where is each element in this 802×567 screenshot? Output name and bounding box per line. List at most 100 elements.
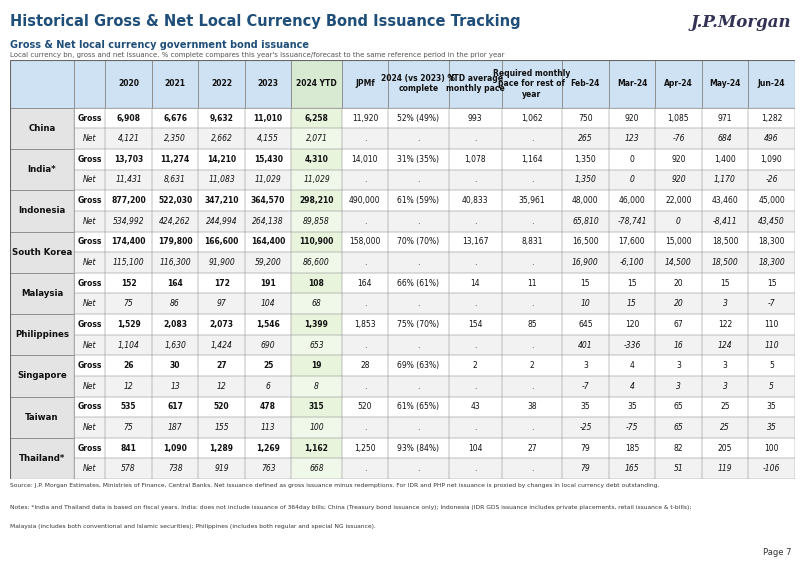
Bar bbox=[609, 211, 655, 231]
Bar bbox=[609, 294, 655, 314]
Text: 59,200: 59,200 bbox=[255, 258, 282, 267]
Bar bbox=[502, 396, 562, 417]
Bar bbox=[448, 294, 502, 314]
Text: 347,210: 347,210 bbox=[205, 196, 239, 205]
Bar bbox=[655, 191, 702, 211]
Text: Malaysia: Malaysia bbox=[21, 289, 63, 298]
Bar bbox=[198, 252, 245, 273]
Bar bbox=[74, 231, 105, 252]
Bar bbox=[198, 438, 245, 459]
Bar bbox=[655, 170, 702, 191]
Bar bbox=[702, 376, 748, 396]
Bar bbox=[74, 273, 105, 294]
Text: 298,210: 298,210 bbox=[299, 196, 334, 205]
Text: 6: 6 bbox=[265, 382, 270, 391]
Bar bbox=[655, 60, 702, 108]
Text: 1,529: 1,529 bbox=[117, 320, 140, 329]
Bar bbox=[152, 438, 198, 459]
Text: .: . bbox=[364, 341, 366, 349]
Bar bbox=[291, 211, 342, 231]
Bar bbox=[702, 376, 748, 396]
Bar bbox=[609, 60, 655, 108]
Bar bbox=[245, 438, 291, 459]
Bar bbox=[74, 335, 105, 356]
Text: 13,703: 13,703 bbox=[114, 155, 144, 164]
Bar bbox=[291, 396, 342, 417]
Bar bbox=[245, 459, 291, 479]
Bar bbox=[702, 314, 748, 335]
Bar bbox=[152, 108, 198, 128]
Text: Feb-24: Feb-24 bbox=[571, 79, 600, 88]
Bar bbox=[609, 376, 655, 396]
Text: 8,631: 8,631 bbox=[164, 176, 186, 184]
Text: 35: 35 bbox=[767, 403, 776, 412]
Bar bbox=[748, 417, 795, 438]
Text: -7: -7 bbox=[768, 299, 776, 308]
Text: .: . bbox=[474, 217, 476, 226]
Bar bbox=[655, 128, 702, 149]
Text: 2021: 2021 bbox=[164, 79, 185, 88]
Text: 522,030: 522,030 bbox=[158, 196, 192, 205]
Text: 1,350: 1,350 bbox=[574, 176, 597, 184]
Text: 155: 155 bbox=[214, 423, 229, 432]
Bar bbox=[198, 60, 245, 108]
Bar bbox=[198, 191, 245, 211]
Bar bbox=[502, 108, 562, 128]
Bar bbox=[245, 252, 291, 273]
Bar bbox=[152, 376, 198, 396]
Bar bbox=[609, 294, 655, 314]
Bar bbox=[562, 60, 609, 108]
Bar bbox=[245, 108, 291, 128]
Bar bbox=[105, 314, 152, 335]
Bar bbox=[74, 252, 105, 273]
Bar bbox=[748, 108, 795, 128]
Bar bbox=[609, 396, 655, 417]
Text: Net: Net bbox=[83, 464, 96, 473]
Bar bbox=[502, 252, 562, 273]
Text: 89,858: 89,858 bbox=[303, 217, 330, 226]
Bar bbox=[10, 273, 74, 314]
Text: .: . bbox=[531, 176, 533, 184]
Text: 18,500: 18,500 bbox=[711, 258, 739, 267]
Bar bbox=[198, 459, 245, 479]
Text: -75: -75 bbox=[626, 423, 638, 432]
Bar bbox=[502, 231, 562, 252]
Bar bbox=[105, 60, 152, 108]
Bar bbox=[502, 294, 562, 314]
Bar bbox=[105, 376, 152, 396]
Bar bbox=[245, 211, 291, 231]
Bar bbox=[10, 438, 74, 479]
Bar bbox=[198, 273, 245, 294]
Bar bbox=[388, 417, 448, 438]
Bar bbox=[502, 376, 562, 396]
Bar bbox=[291, 335, 342, 356]
Text: 104: 104 bbox=[468, 443, 483, 452]
Text: 35: 35 bbox=[581, 403, 590, 412]
Text: .: . bbox=[417, 341, 419, 349]
Bar bbox=[448, 273, 502, 294]
Text: 5: 5 bbox=[769, 361, 774, 370]
Bar bbox=[502, 438, 562, 459]
Bar bbox=[502, 438, 562, 459]
Bar bbox=[562, 231, 609, 252]
Bar bbox=[448, 252, 502, 273]
Bar bbox=[105, 149, 152, 170]
Text: Gross: Gross bbox=[77, 361, 102, 370]
Text: 165: 165 bbox=[625, 464, 639, 473]
Text: 690: 690 bbox=[261, 341, 275, 349]
Text: 520: 520 bbox=[214, 403, 229, 412]
Bar bbox=[74, 314, 105, 335]
Bar bbox=[748, 128, 795, 149]
Bar bbox=[655, 438, 702, 459]
Bar bbox=[388, 396, 448, 417]
Bar bbox=[702, 128, 748, 149]
Bar bbox=[291, 170, 342, 191]
Bar bbox=[562, 252, 609, 273]
Bar bbox=[152, 149, 198, 170]
Bar bbox=[291, 396, 342, 417]
Text: 14,500: 14,500 bbox=[665, 258, 692, 267]
Bar bbox=[609, 108, 655, 128]
Text: Page 7: Page 7 bbox=[763, 548, 792, 557]
Bar bbox=[198, 396, 245, 417]
Text: 45,000: 45,000 bbox=[758, 196, 785, 205]
